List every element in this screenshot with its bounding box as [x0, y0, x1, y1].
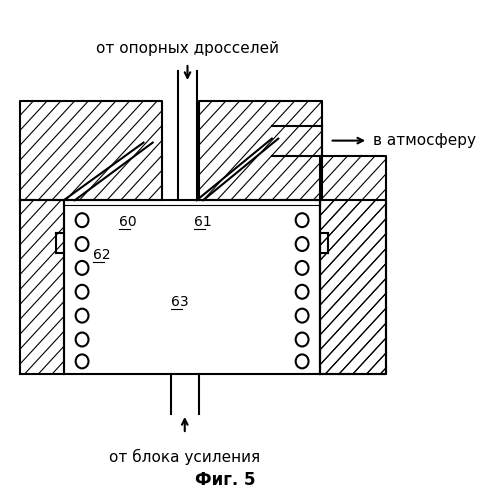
Text: 61: 61 [194, 215, 211, 229]
Text: Фиг. 5: Фиг. 5 [194, 470, 255, 488]
Text: 62: 62 [93, 248, 110, 262]
Text: 63: 63 [171, 294, 188, 308]
Text: от блока усиления: от блока усиления [109, 449, 260, 465]
Text: 60: 60 [119, 215, 136, 229]
Text: от опорных дросселей: от опорных дросселей [96, 41, 279, 56]
Text: в атмосферу: в атмосферу [372, 133, 475, 148]
